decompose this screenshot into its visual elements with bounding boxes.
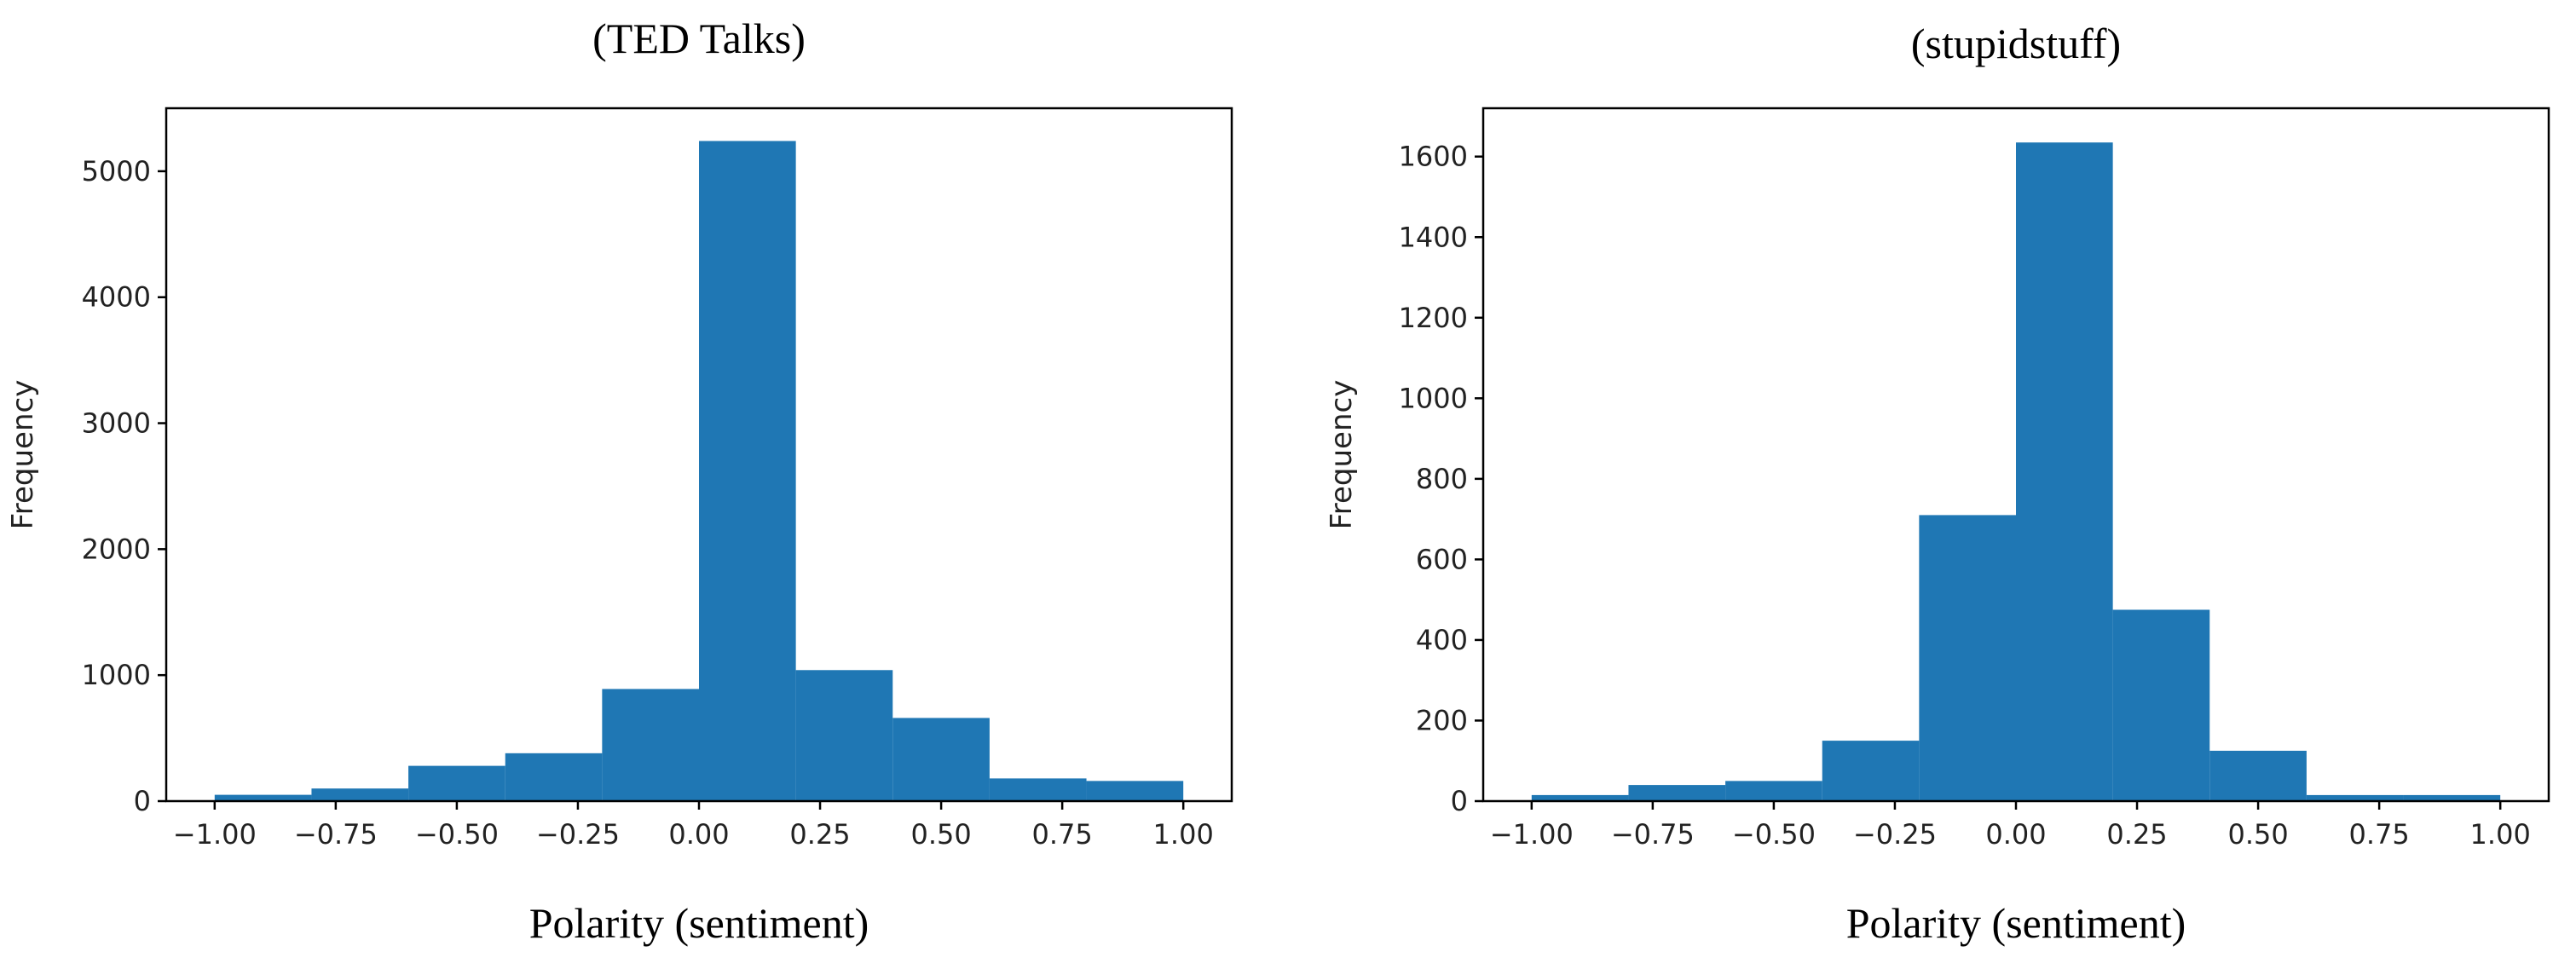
y-tick-label: 1400: [1399, 221, 1468, 253]
x-tick-label: 0.75: [1032, 818, 1093, 851]
histogram-bar: [892, 718, 990, 801]
histogram-bar: [1628, 785, 1726, 801]
histogram-bar: [1531, 794, 1629, 801]
x-tick-label: 0.50: [910, 818, 971, 851]
histogram-bar: [1086, 781, 1184, 801]
histogram-bar: [2209, 750, 2307, 801]
y-axis-title: Frequency: [6, 380, 40, 530]
y-tick-label: 5000: [82, 155, 151, 187]
y-tick-label: 800: [1416, 463, 1468, 495]
y-tick-label: 1200: [1399, 302, 1468, 334]
x-axis-title: Polarity (sentiment): [1846, 899, 2186, 947]
histogram-bar: [2016, 142, 2113, 802]
y-tick-label: 3000: [82, 407, 151, 440]
y-tick-label: 400: [1416, 624, 1468, 656]
x-tick-label: −0.50: [1732, 818, 1816, 851]
histogram-bar: [989, 778, 1087, 801]
y-tick-label: 1000: [1399, 382, 1468, 414]
x-tick-label: 0.50: [2227, 818, 2288, 851]
y-tick-label: 0: [1451, 785, 1468, 817]
x-tick-label: −0.75: [294, 818, 378, 851]
histogram-bar: [1725, 781, 1822, 801]
bars-group: [214, 141, 1184, 801]
histogram-bar: [2403, 794, 2501, 801]
x-tick-label: 0.00: [1985, 818, 2046, 851]
histogram-bar: [1919, 515, 2016, 801]
x-tick-label: 0.00: [668, 818, 729, 851]
x-tick-label: 0.25: [2106, 818, 2167, 851]
histogram-bar: [311, 788, 409, 801]
bars-group: [1531, 142, 2501, 802]
chart-1: −1.00 −0.75 −0.50 −0.25 0.00 0.25 0.50 0.75 1.00…: [6, 14, 1233, 947]
histogram-bar: [699, 141, 796, 801]
x-tick-label: −0.25: [536, 818, 620, 851]
chart-title: (TED Talks): [592, 14, 806, 62]
x-tick-label: −1.00: [173, 818, 257, 851]
x-tick-label: 1.00: [1153, 818, 1214, 851]
y-tick-label: 1600: [1399, 141, 1468, 173]
y-tick-label: 600: [1416, 543, 1468, 575]
histogram-bar: [214, 794, 312, 801]
x-tick-label: 0.25: [789, 818, 850, 851]
x-tick-label: −0.25: [1853, 818, 1937, 851]
y-tick-label: 4000: [82, 281, 151, 314]
histogram-bar: [505, 753, 603, 801]
histogram-bar: [2112, 609, 2210, 801]
y-tick-label: 2000: [82, 533, 151, 565]
histogram-bar: [408, 765, 505, 801]
y-tick-label: 200: [1416, 704, 1468, 736]
histogram-bar: [2306, 794, 2404, 801]
histogram-bar: [602, 689, 699, 801]
y-tick-label: 0: [134, 785, 151, 817]
chart-title: (stupidstuff): [1911, 20, 2121, 67]
histogram-bar: [1822, 741, 1920, 801]
x-axis-title: Polarity (sentiment): [529, 899, 869, 947]
x-tick-label: −0.50: [415, 818, 499, 851]
x-tick-label: 0.75: [2349, 818, 2410, 851]
y-tick-label: 1000: [82, 659, 151, 691]
x-tick-label: −1.00: [1490, 818, 1574, 851]
chart-2: −1.00 −0.75 −0.50 −0.25 0.00 0.25 0.50 0.75 1.00…: [1325, 20, 2550, 947]
y-axis-title: Frequency: [1325, 380, 1359, 530]
histogram-bar: [795, 670, 893, 801]
x-tick-label: 1.00: [2470, 818, 2531, 851]
x-tick-label: −0.75: [1611, 818, 1695, 851]
